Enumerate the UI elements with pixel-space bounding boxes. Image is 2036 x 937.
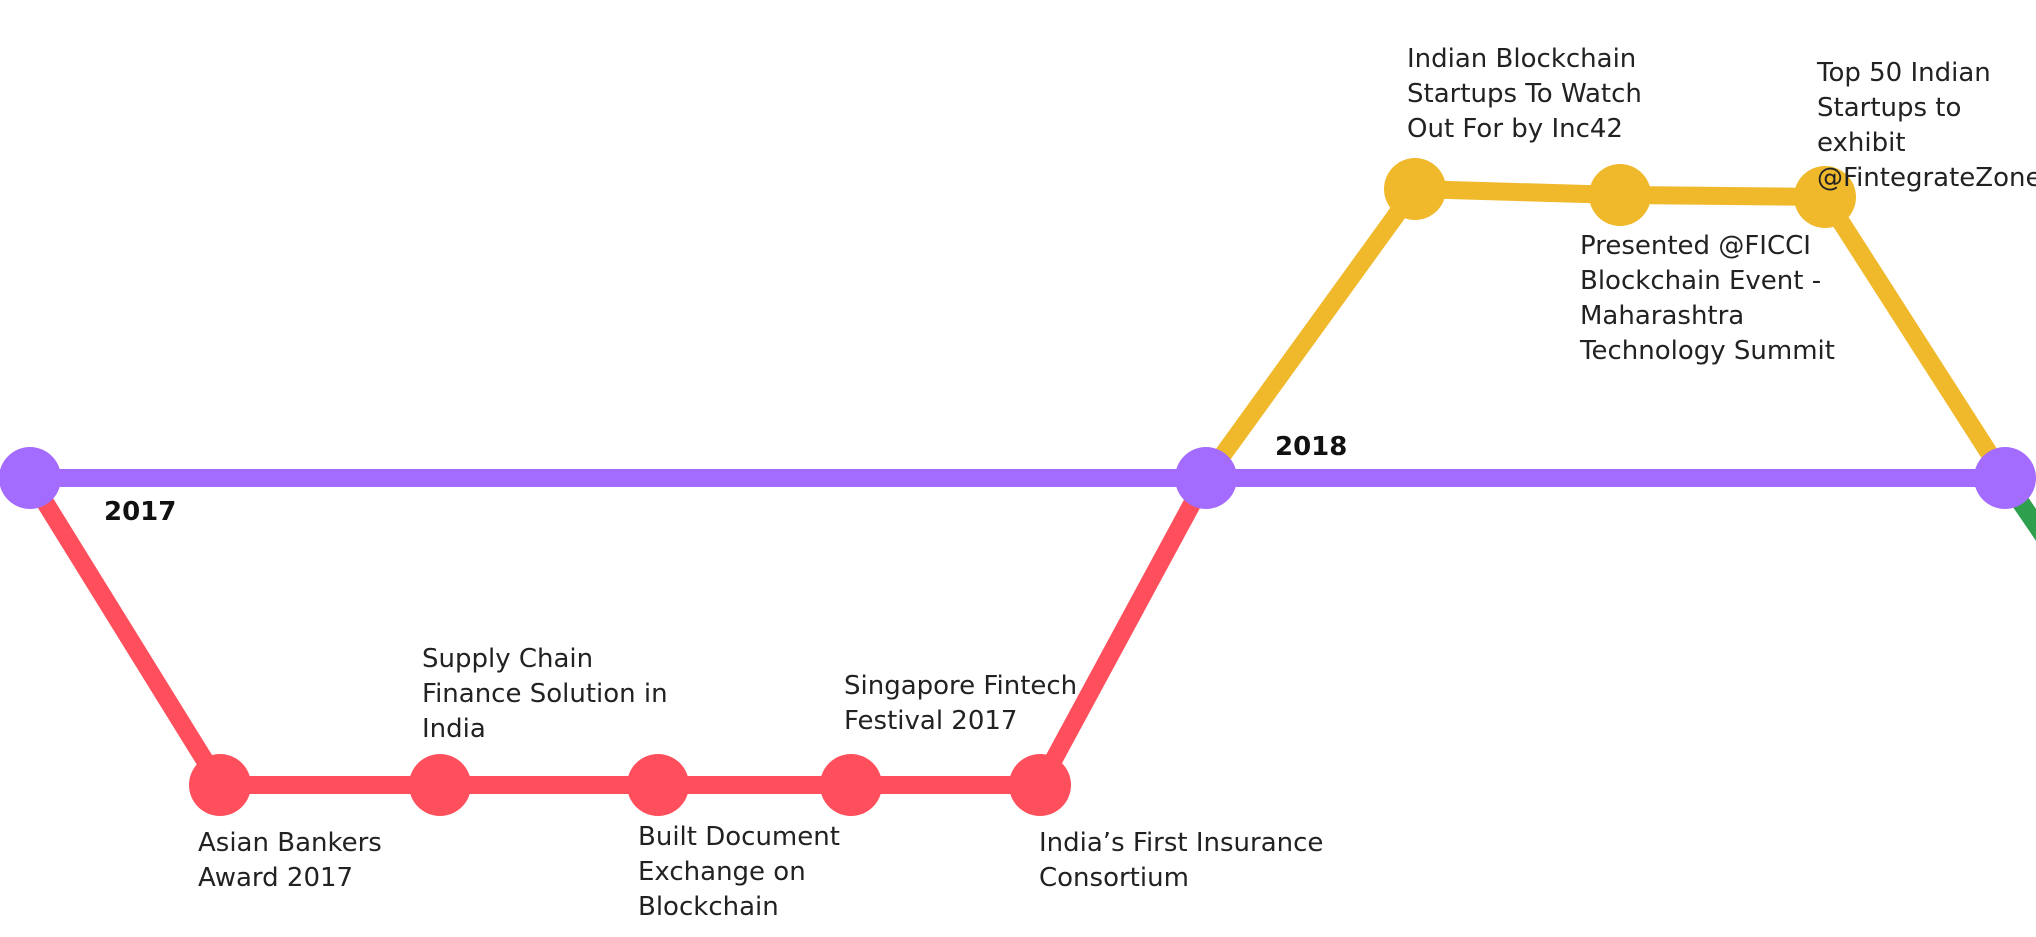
year-label-2018: 2018: [1275, 432, 1348, 462]
event-node-ficci: [1589, 164, 1651, 226]
event-node-singapore-fintech: [820, 754, 882, 816]
milestone-node-2017: [0, 447, 61, 509]
event-label-supply-chain: Supply Chain Finance Solution in India: [422, 644, 668, 744]
event-label-insurance-consortium: India’s First Insurance Consortium: [1039, 828, 1324, 893]
event-node-asian-bankers: [189, 754, 251, 816]
event-node-inc42: [1384, 158, 1446, 220]
milestone-node-2019: [1974, 447, 2036, 509]
event-node-insurance-consortium: [1009, 754, 1071, 816]
event-label-ficci: Presented @FICCI Blockchain Event - Maha…: [1580, 231, 1835, 366]
milestone-node-2018: [1175, 447, 1237, 509]
event-label-asian-bankers: Asian Bankers Award 2017: [198, 828, 382, 893]
event-label-singapore-fintech: Singapore Fintech Festival 2017: [844, 671, 1078, 736]
event-label-fintegrate: Top 50 Indian Startups to exhibit @Finte…: [1817, 58, 2036, 193]
event-node-fintegrate: [1794, 166, 1856, 228]
event-node-supply-chain: [409, 754, 471, 816]
event-label-inc42: Indian Blockchain Startups To Watch Out …: [1407, 44, 1642, 144]
event-label-document-exchange: Built Document Exchange on Blockchain: [638, 822, 840, 922]
event-node-document-exchange: [627, 754, 689, 816]
year-label-2017: 2017: [104, 497, 177, 527]
